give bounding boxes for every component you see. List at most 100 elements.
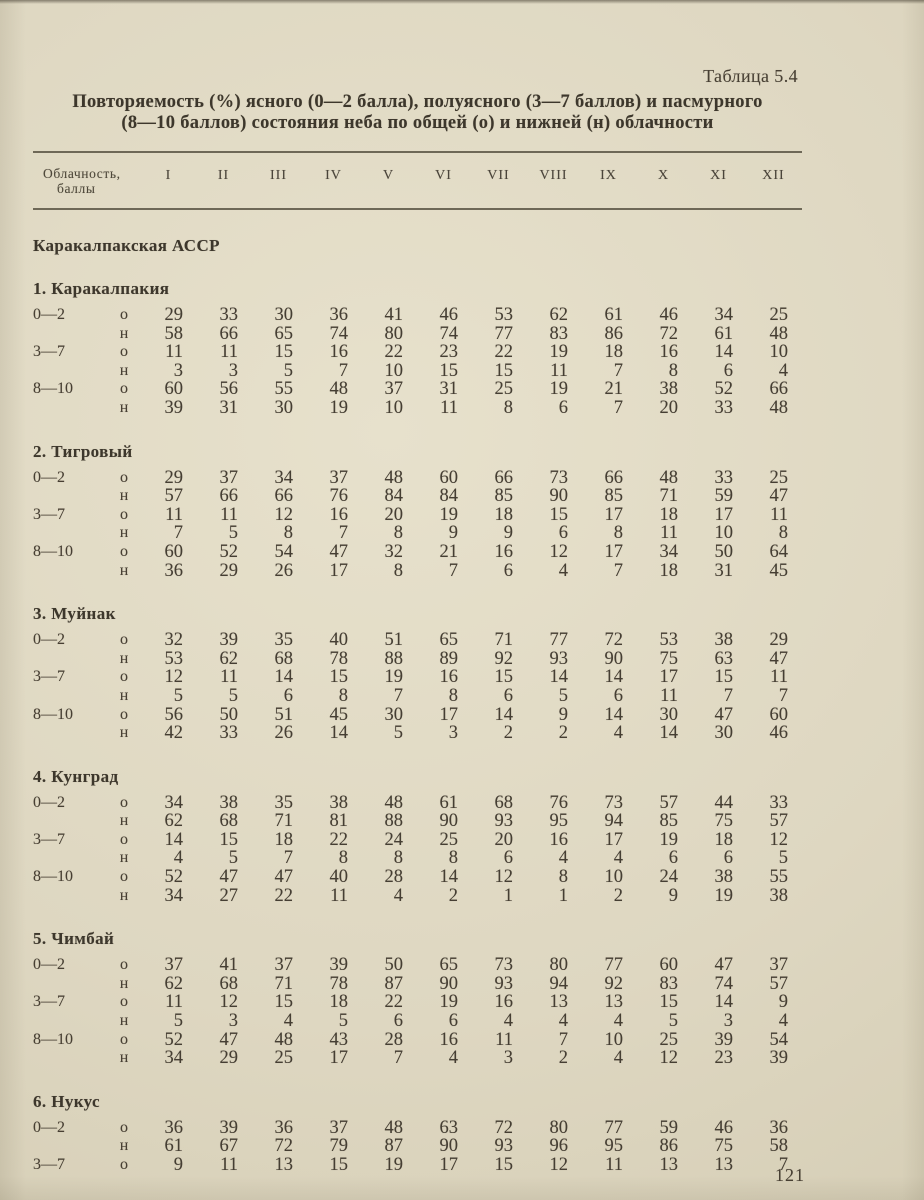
- value-cell: 32: [164, 630, 184, 651]
- value-cell: 88: [384, 648, 404, 669]
- value-cell: 15: [494, 667, 514, 688]
- cloudiness-range-label: [33, 562, 107, 581]
- value-cell: 41: [219, 955, 239, 976]
- value-cell: 2: [503, 723, 513, 744]
- value-cell: 94: [549, 973, 569, 994]
- value-cell: 48: [384, 792, 404, 813]
- value-cell: 66: [219, 323, 239, 344]
- value-cell: 22: [384, 992, 404, 1013]
- value-cell: 51: [384, 630, 404, 651]
- value-cell: 12: [659, 1048, 679, 1069]
- value-cell: 36: [329, 305, 349, 325]
- cloudiness-range-label: [33, 650, 107, 669]
- value-cell: 72: [274, 1136, 294, 1157]
- cloudiness-range-label: [33, 975, 107, 994]
- value-cell: 11: [770, 504, 788, 525]
- value-cell: 12: [549, 1155, 569, 1175]
- value-cell: 86: [659, 1136, 679, 1157]
- value-cell: 48: [384, 1117, 404, 1138]
- value-cell: 66: [604, 467, 624, 488]
- value-cell: 56: [164, 704, 184, 725]
- value-cell: 25: [769, 305, 789, 325]
- value-cell: 7: [613, 360, 623, 381]
- value-cell: 7: [613, 397, 623, 418]
- value-cell: 1: [503, 885, 513, 906]
- value-cell: 12: [549, 541, 569, 562]
- value-cell: 6: [723, 360, 733, 381]
- value-cell: 7: [283, 848, 293, 869]
- value-cell: 52: [219, 541, 239, 562]
- cloudiness-range-label: [33, 724, 107, 743]
- value-cell: 53: [659, 630, 679, 651]
- column-header-month-X: X: [657, 168, 670, 183]
- value-cell: 92: [494, 648, 514, 669]
- value-cell: 5: [283, 360, 293, 381]
- value-cell: 14: [439, 867, 459, 888]
- column-header-month-XI: XI: [710, 168, 727, 183]
- value-cell: 30: [384, 704, 404, 725]
- value-cell: 77: [604, 955, 624, 976]
- value-cell: 16: [494, 992, 514, 1013]
- value-cell: 29: [219, 1048, 239, 1069]
- cloudiness-range-label: 0—2: [33, 956, 65, 974]
- value-cell: 95: [604, 1136, 624, 1157]
- table-row: 3—7 о 11 11 12 16 20 19 18 15 17 18 17 11: [33, 506, 802, 525]
- table-row: н 4 5 7 8 8 8 6 4 4 6 6 5: [33, 849, 802, 868]
- value-cell: 80: [384, 323, 404, 344]
- value-cell: 20: [384, 504, 404, 525]
- cloudiness-range-label: [33, 325, 107, 344]
- value-cell: 50: [714, 541, 734, 562]
- value-cell: 36: [274, 1117, 294, 1138]
- value-cell: 15: [439, 360, 459, 381]
- value-cell: 62: [164, 973, 184, 994]
- value-cell: 23: [439, 342, 459, 363]
- value-cell: 84: [439, 486, 459, 507]
- value-cell: 73: [494, 955, 514, 976]
- value-cell: 29: [164, 467, 184, 488]
- column-header-month-IV: IV: [325, 168, 342, 183]
- value-cell: 6: [448, 1011, 458, 1032]
- value-cell: 66: [769, 379, 789, 400]
- value-cell: 10: [714, 523, 734, 544]
- table-row: н 53 62 68 78 88 89 92 93 90 75 63 47: [33, 650, 802, 669]
- value-cell: 85: [659, 811, 679, 832]
- value-cell: 27: [219, 885, 239, 906]
- value-cell: 15: [329, 1155, 349, 1175]
- value-cell: 37: [329, 1117, 349, 1138]
- value-cell: 20: [494, 829, 514, 850]
- value-cell: 66: [274, 486, 294, 507]
- value-cell: 17: [439, 704, 459, 725]
- cloudiness-range-label: 8—10: [33, 1030, 73, 1048]
- value-cell: 25: [659, 1029, 679, 1050]
- value-cell: 13: [714, 1155, 734, 1175]
- value-cell: 47: [769, 648, 789, 669]
- value-cell: 94: [604, 811, 624, 832]
- value-cell: 11: [660, 523, 678, 544]
- value-cell: 8: [393, 560, 403, 581]
- cloudiness-range-label: 0—2: [33, 1118, 65, 1136]
- value-cell: 12: [164, 667, 184, 688]
- value-cell: 15: [714, 667, 734, 688]
- value-cell: 8: [393, 848, 403, 869]
- value-cell: 15: [274, 342, 294, 363]
- cloud-layer-kind: о: [120, 380, 128, 398]
- value-cell: 50: [219, 704, 239, 725]
- value-cell: 11: [440, 397, 458, 418]
- value-cell: 68: [219, 973, 239, 994]
- cloudiness-range-label: [33, 812, 107, 831]
- table-row: 3—7 о 9 11 13 15 19 17 15 12 11 13 13 7: [33, 1156, 802, 1175]
- station-rows: 0—2 о 36 39 36 37 48 63 72 80 77 59 46 36 н 61 67 72 79 87 9…: [33, 1119, 802, 1175]
- value-cell: 63: [714, 648, 734, 669]
- value-cell: 62: [549, 305, 569, 325]
- cloudiness-range-label: 0—2: [33, 306, 65, 323]
- value-cell: 31: [219, 397, 239, 418]
- value-cell: 57: [164, 486, 184, 507]
- value-cell: 17: [329, 560, 349, 581]
- value-cell: 71: [659, 486, 679, 507]
- value-cell: 17: [659, 667, 679, 688]
- value-cell: 7: [393, 1048, 403, 1069]
- value-cell: 3: [228, 360, 238, 381]
- cloud-layer-kind: н: [119, 974, 129, 992]
- value-cell: 62: [219, 648, 239, 669]
- value-cell: 14: [329, 723, 349, 744]
